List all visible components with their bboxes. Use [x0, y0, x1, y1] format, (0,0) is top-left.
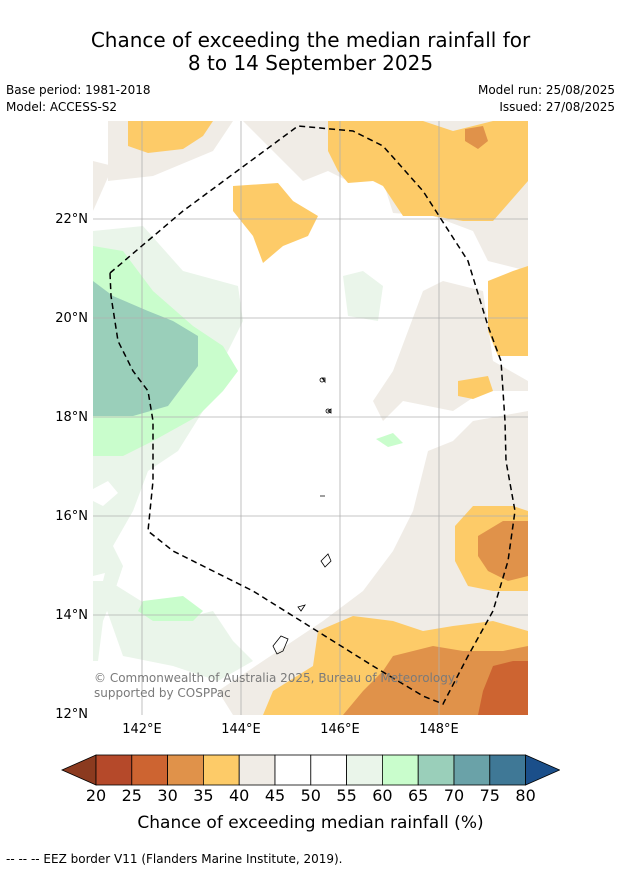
- colorbar-cell: [417, 754, 455, 786]
- colorbar-tick-label: 45: [264, 786, 286, 805]
- colorbar-tick-label: 70: [443, 786, 465, 805]
- colorbar-cell: [381, 754, 419, 786]
- colorbar-cell: [346, 754, 383, 786]
- colorbar-tick-label: 40: [229, 786, 250, 805]
- issued-date: Issued: 27/08/2025: [499, 100, 615, 114]
- lat-label-12n: 12°N: [55, 707, 88, 722]
- colorbar-label: Chance of exceeding median rainfall (%): [137, 813, 484, 833]
- colorbar-tick-label: 75: [479, 786, 500, 805]
- colorbar: [61, 754, 560, 786]
- colorbar-tick-label: 35: [193, 786, 214, 805]
- eez-footnote: -- -- -- EEZ border V11 (Flanders Marine…: [6, 852, 343, 866]
- colorbar-cell: [202, 754, 240, 786]
- lon-label-146e: 146°E: [320, 722, 360, 737]
- colorbar-arrow-high: [525, 754, 560, 786]
- model-run: Model run: 25/08/2025: [477, 83, 615, 97]
- colorbar-cell: [95, 754, 133, 786]
- lat-label-20n: 20°N: [55, 311, 88, 326]
- lon-label-142e: 142°E: [122, 722, 162, 737]
- lat-label-18n: 18°N: [55, 410, 88, 425]
- map-canvas: [93, 121, 528, 715]
- colorbar-cell: [238, 754, 276, 786]
- colorbar-cell: [310, 754, 348, 786]
- colorbar-tick-label: 60: [372, 786, 393, 805]
- colorbar-tick-label: 55: [336, 786, 357, 805]
- map-title-line1: Chance of exceeding the median rainfall …: [90, 28, 531, 52]
- base-period: Base period: 1981-2018: [6, 83, 151, 97]
- colorbar-cell: [489, 754, 526, 786]
- colorbar-cell: [167, 754, 204, 786]
- lat-label-22n: 22°N: [55, 212, 88, 227]
- lon-label-144e: 144°E: [221, 722, 261, 737]
- model-name: Model: ACCESS-S2: [6, 100, 118, 114]
- colorbar-tick-label: 50: [300, 786, 321, 805]
- map-title-line2: 8 to 14 September 2025: [187, 51, 434, 75]
- colorbar-tick-label: 80: [515, 786, 536, 805]
- colorbar-tick-label: 20: [85, 786, 107, 805]
- colorbar-arrow-low: [61, 754, 97, 786]
- colorbar-tick-label: 25: [121, 786, 142, 805]
- colorbar-cell: [131, 754, 169, 786]
- lat-label-16n: 16°N: [55, 509, 88, 524]
- rainfall-map: [93, 121, 528, 715]
- colorbar-tick-label: 30: [157, 786, 178, 805]
- lat-label-14n: 14°N: [55, 608, 88, 623]
- colorbar-tick-label: 65: [408, 786, 429, 805]
- lon-label-148e: 148°E: [419, 722, 459, 737]
- colorbar-cell: [453, 754, 491, 786]
- colorbar-cell: [274, 754, 312, 786]
- copyright-notice: © Commonwealth of Australia 2025, Bureau…: [94, 671, 459, 700]
